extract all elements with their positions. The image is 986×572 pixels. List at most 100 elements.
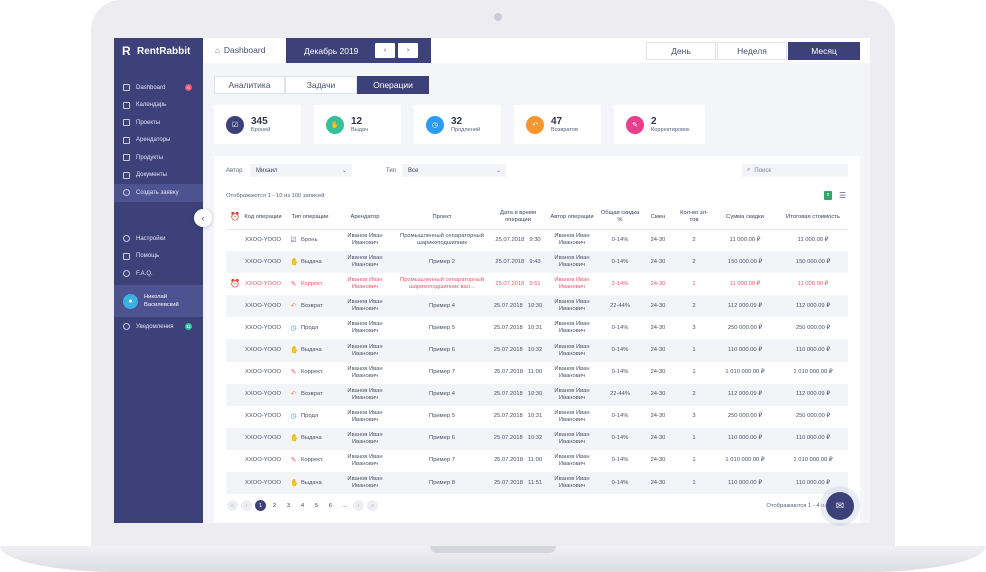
stat-corrections[interactable]: ✎ 2 Корректировок [614,105,705,144]
discount-cell: 22-44% [600,295,640,318]
operations-table: ⏰ Код операции Тип операции Арендатор Пр… [226,206,848,495]
page-5[interactable]: 5 [314,502,319,509]
alarm-clock-icon: ⏰ [230,278,240,288]
column-header[interactable]: Код операции [244,206,282,230]
quantity-cell: 2 [692,236,696,243]
total-cell: 110 000.00 ₽ [778,427,848,450]
collapse-sidebar-button[interactable]: ‹ [194,209,212,227]
column-header[interactable]: Общая скидка % [600,206,640,230]
sidebar-item-help[interactable]: Помощь [114,248,203,266]
operation-type-label: Бронь [301,236,318,243]
clock-icon: ◷ [426,115,444,134]
table-row[interactable]: XXOO-YOOO ✎ Коррект. Иванов Иван Иванович Пр… [226,450,848,472]
table-row[interactable]: XXOO-YOOO ✋ Выдача Иванов Иван Иванович Прим… [226,472,848,495]
operation-type-cell: ✋ Выдача [282,251,338,274]
shifts-cell: 24-30 [650,369,666,376]
sidebar-item-create-request[interactable]: Создать заявку [114,184,203,202]
table-row[interactable]: XXOO-YOOO ✋ Выдача Иванов Иван Иванович Прим… [226,251,848,274]
columns-icon[interactable]: ☰ [839,191,847,200]
first-page-button[interactable]: « [227,500,238,511]
page-1[interactable]: 1 [255,500,266,511]
total-cell: 110 000.00 ₽ [778,339,848,362]
datetime-cell: 25.07.2018 10:30 [492,383,544,406]
user-profile[interactable]: ● Николай Василевский [114,285,203,317]
sidebar-item-tenants[interactable]: Арендаторы [114,132,203,150]
datetime-cell: 25.07.2018 9:51 [492,273,544,295]
prev-page-button[interactable]: ‹ [241,500,252,511]
author-select[interactable]: Михаил ⌄ [250,164,352,177]
sidebar-item-products[interactable]: Продукты [114,149,203,167]
page-2[interactable]: 2 [272,502,277,509]
type-select[interactable]: Все ⌄ [402,164,506,177]
stat-label: Броней [251,126,271,133]
breadcrumb-label: Dashboard [223,45,266,55]
column-header[interactable]: Автор операции [544,206,600,230]
alarm-cell [226,317,244,339]
table-row[interactable]: XXOO-YOOO ✎ Коррект. Иванов Иван Иванович Пр… [226,362,848,384]
last-page-button[interactable]: » [367,500,378,511]
next-page-button[interactable]: › [353,500,364,511]
page-6[interactable]: 6 [328,502,333,509]
table-row[interactable]: XXOO-YOOO ✋ Выдача Иванов Иван Иванович Прим… [226,339,848,362]
sidebar-item-dashboard[interactable]: Dashboard 6 [114,79,203,97]
table-row[interactable]: XXOO-YOOO ◷ Продл Иванов Иван Иванович Приме… [226,317,848,339]
column-header[interactable]: Проект [392,206,492,230]
folder-icon [123,119,130,127]
home-icon: ⌂ [215,45,220,55]
stat-issues[interactable]: ✋ 12 Выдач [314,105,401,144]
operation-type-label: Коррект. [301,457,324,464]
total-cell: 250 000.00 ₽ [795,413,831,420]
sidebar-item-calendar[interactable]: Календарь [114,97,203,115]
app-name: RentRabbit [137,45,191,57]
tab-analytics[interactable]: Аналитика [214,76,285,94]
column-header[interactable]: Кол-во эл-тов [676,206,712,230]
shifts-cell: 24-30 [640,251,676,274]
page-4[interactable]: 4 [300,502,305,509]
datetime-cell: 25.07.2018 10:32 [492,339,544,362]
column-header[interactable]: Тип операции [282,206,338,230]
sidebar-item-documents[interactable]: Документы [114,167,203,185]
page-ellipsis: ... [342,502,347,509]
quantity-cell: 3 [692,324,696,331]
total-cell: 11 000.00 ₽ [797,280,829,287]
column-header[interactable]: Дата и время операции [492,206,544,230]
logo[interactable]: R RentRabbit [114,38,203,64]
table-row[interactable]: XXOO-YOOO ◷ Продл Иванов Иван Иванович Приме… [226,406,848,428]
column-header[interactable]: Сумма скидки [712,206,778,230]
page-3[interactable]: 3 [286,502,291,509]
table-row[interactable]: XXOO-YOOO ↶ Возврат Иванов Иван Иванович При… [226,295,848,318]
stat-bookings[interactable]: ☑ 345 Броней [214,105,301,144]
document-icon [123,171,130,179]
sidebar-item-label: Арендаторы [136,137,171,144]
column-header[interactable]: Арендатор [338,206,392,230]
sidebar-item-label: Уведомления [136,323,174,330]
tab-tasks[interactable]: Задачи [285,76,357,94]
prev-month-button[interactable]: ‹ [375,43,395,58]
period-month[interactable]: Месяц [788,42,860,60]
period-week[interactable]: Неделя [717,42,787,60]
discount-sum-cell: 250 000.00 ₽ [727,413,763,420]
sidebar-item-notifications[interactable]: Уведомления 11 [114,318,203,336]
table-row[interactable]: ⏰ XXOO-YOOO ✎ Коррект Иванов Иван Иванович Пр… [226,273,848,295]
stat-returns[interactable]: ↶ 47 Возвратов [514,105,601,144]
chat-button[interactable]: ✉ [826,492,854,520]
total-cell: 11 000.00 ₽ [797,236,829,243]
sidebar-item-projects[interactable]: Проекты [114,114,203,132]
column-header[interactable]: Смен [640,206,676,230]
tab-operations[interactable]: Операции [357,76,429,94]
sidebar-item-settings[interactable]: Настройки [114,230,203,248]
next-month-button[interactable]: › [398,43,418,58]
sidebar-item-faq[interactable]: F.A.Q. [114,265,203,283]
table-row[interactable]: XXOO-YOOO ☑ Бронь Иванов Иван Иванович Промы… [226,229,848,251]
column-header[interactable]: Итоговая стоимость [778,206,848,230]
table-row[interactable]: XXOO-YOOO ↶ Возврат Иванов Иван Иванович При… [226,383,848,406]
checkbox-icon: ☑ [226,115,244,134]
stat-extensions[interactable]: ◷ 32 Продлений [414,105,501,144]
excel-export-icon[interactable]: x [824,191,832,200]
author-cell: Иванов Иван Иванович [554,365,590,379]
date-value: 25.07.2018 [493,324,523,331]
search-input[interactable]: ⌕ Поиск [742,164,848,177]
table-row[interactable]: XXOO-YOOO ✋ Выдача Иванов Иван Иванович Прим… [226,427,848,450]
breadcrumb-dashboard[interactable]: ⌂ Dashboard [215,45,265,55]
period-day[interactable]: День [646,42,716,60]
